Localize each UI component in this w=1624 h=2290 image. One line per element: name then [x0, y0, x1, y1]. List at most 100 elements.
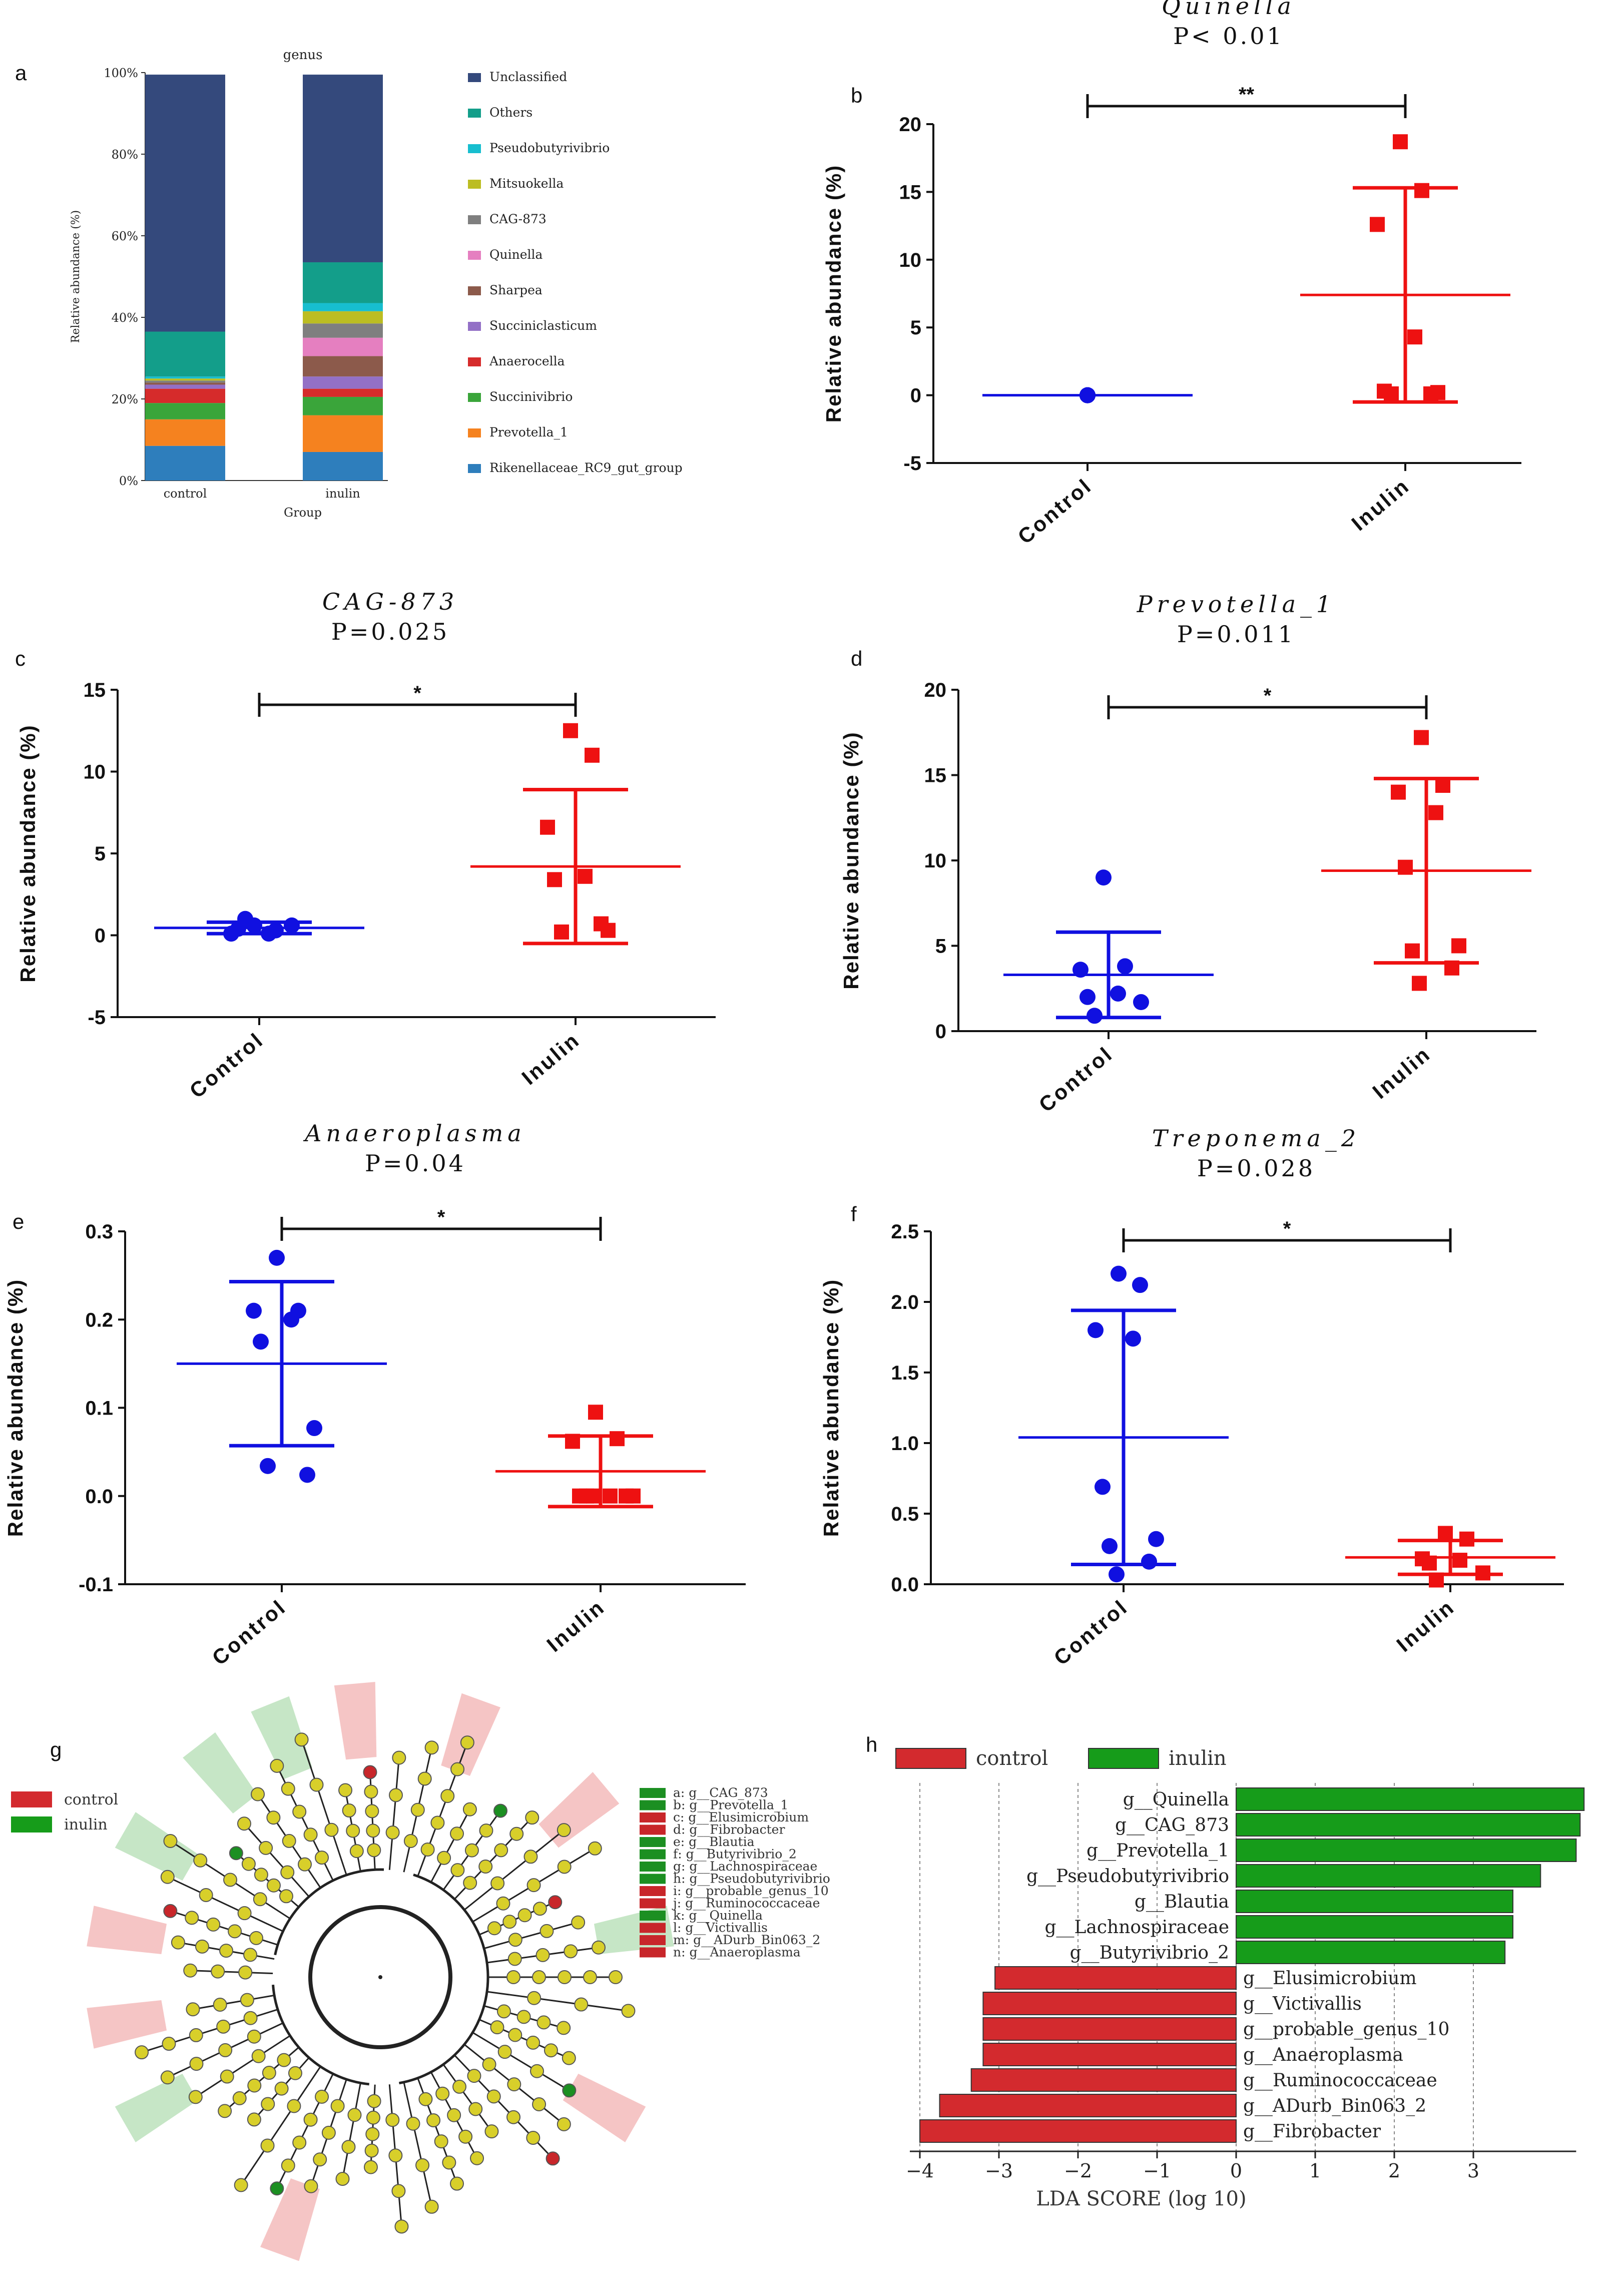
- p-value: P=0.025: [331, 618, 449, 645]
- clade-node: [292, 1804, 307, 1819]
- y-tick-label: 10: [899, 249, 922, 271]
- legend-label: Succinivibrio: [489, 389, 573, 404]
- key-label: l: g__Victivallis: [673, 1921, 768, 1935]
- lda-bar: [994, 1966, 1237, 1990]
- clade-node: [535, 1948, 550, 1962]
- x-tick-label: Inulin: [1392, 1595, 1459, 1656]
- bar-segment: [145, 378, 225, 381]
- y-tick-label: 0: [910, 385, 921, 407]
- clade-node: [392, 1750, 406, 1765]
- data-point: [586, 1488, 601, 1504]
- key-label: e: g__Blautia: [673, 1835, 755, 1849]
- x-tick-label: −4: [906, 2160, 934, 2182]
- key-swatch: [640, 1837, 666, 1847]
- y-tick-label: 1.5: [891, 1362, 919, 1384]
- data-point: [594, 916, 609, 932]
- clade-node: [287, 2099, 301, 2113]
- lda-bar: [1236, 1839, 1577, 1862]
- p-value: P=0.028: [1197, 1155, 1315, 1182]
- clade-node: [509, 1826, 524, 1841]
- clade-node: [525, 1810, 539, 1825]
- clade-node: [266, 1878, 281, 1893]
- bar-segment: [303, 303, 383, 311]
- clade-sector-control: [538, 1772, 620, 1848]
- data-point: [1125, 1330, 1141, 1347]
- x-tick-label: Control: [1013, 474, 1097, 549]
- clade-node: [490, 1876, 505, 1891]
- data-point: [1110, 985, 1126, 1002]
- clade-node: [279, 1889, 293, 1904]
- clade-node: [526, 1878, 541, 1893]
- clade-node: [262, 2066, 276, 2080]
- clade-node: [426, 2113, 441, 2127]
- clade-node: [490, 2020, 504, 2035]
- chart-title: CAG-873: [322, 588, 458, 615]
- bar-segment: [303, 376, 383, 389]
- x-tick-label: 3: [1467, 2160, 1479, 2182]
- clade-node: [163, 1904, 178, 1918]
- y-tick-label: 2.5: [891, 1221, 919, 1243]
- clade-node: [502, 1915, 517, 1929]
- clade-node: [447, 2108, 461, 2122]
- legend-swatch: [468, 109, 481, 118]
- y-axis-label: Relative abundance (%): [822, 165, 845, 422]
- clade-node: [364, 2143, 379, 2158]
- clade-node: [388, 2148, 403, 2163]
- panel-letter-b: b: [851, 84, 862, 107]
- data-point: [1096, 869, 1112, 886]
- data-point: [603, 1488, 618, 1504]
- clade-node: [223, 1873, 238, 1887]
- lda-bar: [982, 1992, 1237, 2015]
- data-point: [237, 910, 253, 927]
- clade-node: [342, 1803, 356, 1818]
- clade-branch: [301, 1739, 347, 1876]
- x-tick-label: inulin: [325, 487, 360, 501]
- clade-node: [335, 2171, 350, 2186]
- bar-segment: [303, 451, 383, 481]
- clade-node: [442, 2155, 456, 2170]
- clade-node: [249, 1931, 264, 1945]
- data-point: [565, 1434, 580, 1449]
- clade-node: [313, 2152, 327, 2167]
- lda-bar: [1236, 1941, 1506, 1964]
- clade-node: [418, 2092, 433, 2106]
- data-point: [1079, 387, 1096, 403]
- clade-node: [467, 2069, 481, 2083]
- clade-node: [364, 1784, 378, 1799]
- clade-node: [430, 1815, 445, 1830]
- clade-branch: [442, 2064, 492, 2132]
- bar-label: g__Fibrobacter: [1243, 2121, 1381, 2142]
- lda-bar: [982, 2017, 1237, 2041]
- x-tick-label: Inulin: [1347, 474, 1414, 535]
- y-tick-label: 0.5: [891, 1503, 919, 1525]
- clade-node: [211, 1964, 225, 1979]
- clade-root: [378, 1975, 382, 1979]
- clade-node: [410, 1802, 425, 1817]
- clade-node: [270, 1758, 284, 1773]
- legend-label: Anaerocella: [489, 354, 565, 368]
- key-swatch: [640, 1923, 666, 1933]
- data-point: [1475, 1565, 1490, 1581]
- bar-segment: [145, 388, 225, 403]
- clade-node: [507, 1952, 522, 1966]
- lda-bar: [970, 2068, 1237, 2092]
- clade-node: [183, 1963, 198, 1978]
- legend-label: Prevotella_1: [489, 425, 568, 439]
- y-tick-label: 10: [84, 761, 106, 783]
- key-swatch: [640, 1898, 666, 1909]
- key-label: a: g__CAG_873: [673, 1785, 768, 1800]
- y-tick-label: 0.3: [85, 1221, 113, 1243]
- clade-sector-control: [334, 1682, 377, 1760]
- clade-node: [266, 1810, 281, 1825]
- clade-node: [621, 2004, 636, 2018]
- clade-node: [303, 2112, 318, 2127]
- clade-sector-inulin: [115, 2073, 198, 2142]
- bar-label: g__Victivallis: [1243, 1994, 1362, 2014]
- chart-title: Prevotella_1: [1137, 591, 1336, 618]
- data-point: [1132, 1277, 1148, 1293]
- legend-label: Succiniclasticum: [489, 318, 597, 333]
- clade-node: [424, 2199, 439, 2214]
- data-point: [619, 1488, 634, 1504]
- key-label: g: g__Lachnospiraceae: [673, 1859, 817, 1874]
